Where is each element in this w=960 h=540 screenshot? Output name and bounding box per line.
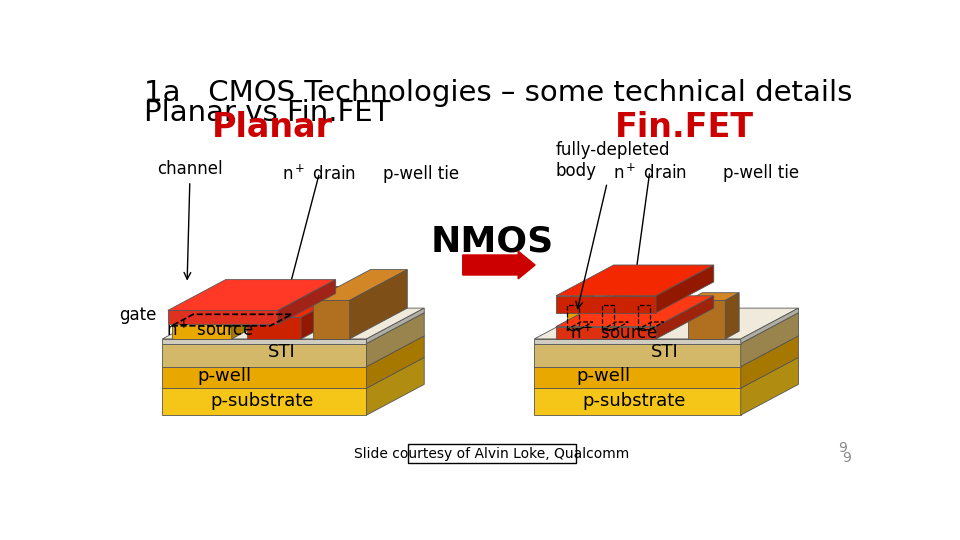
Polygon shape bbox=[656, 265, 713, 313]
Polygon shape bbox=[535, 388, 741, 415]
Polygon shape bbox=[688, 293, 739, 300]
Text: NMOS: NMOS bbox=[430, 225, 554, 259]
Polygon shape bbox=[247, 287, 359, 318]
Text: p-substrate: p-substrate bbox=[583, 392, 686, 409]
Text: n$^+$ source: n$^+$ source bbox=[166, 320, 253, 339]
Polygon shape bbox=[741, 308, 799, 343]
Text: gate: gate bbox=[119, 306, 156, 324]
Polygon shape bbox=[614, 291, 628, 339]
Polygon shape bbox=[349, 269, 407, 339]
Polygon shape bbox=[656, 296, 713, 339]
Polygon shape bbox=[688, 300, 726, 339]
Polygon shape bbox=[162, 339, 367, 343]
Text: Slide courtesy of Alvin Loke, Qualcomm: Slide courtesy of Alvin Loke, Qualcomm bbox=[354, 447, 630, 461]
Text: p-well: p-well bbox=[577, 367, 631, 385]
Polygon shape bbox=[650, 291, 663, 339]
Polygon shape bbox=[162, 367, 367, 388]
Text: Planar vs Fin.FET: Planar vs Fin.FET bbox=[144, 99, 391, 127]
FancyBboxPatch shape bbox=[408, 444, 576, 463]
FancyArrow shape bbox=[463, 251, 535, 279]
Polygon shape bbox=[168, 310, 278, 325]
Polygon shape bbox=[566, 291, 593, 299]
Text: p-well: p-well bbox=[197, 367, 252, 385]
Polygon shape bbox=[535, 313, 799, 343]
Text: Planar: Planar bbox=[212, 111, 333, 144]
Polygon shape bbox=[313, 269, 407, 300]
Polygon shape bbox=[602, 291, 628, 299]
Text: n$^+$ source: n$^+$ source bbox=[570, 323, 658, 342]
Polygon shape bbox=[637, 299, 650, 339]
Polygon shape bbox=[556, 296, 713, 327]
Polygon shape bbox=[602, 299, 614, 339]
Polygon shape bbox=[535, 367, 741, 388]
Text: STI: STI bbox=[652, 343, 679, 361]
Polygon shape bbox=[162, 313, 424, 343]
Polygon shape bbox=[162, 308, 424, 339]
Polygon shape bbox=[162, 336, 424, 367]
Text: Fin.FET: Fin.FET bbox=[615, 111, 754, 144]
Polygon shape bbox=[535, 343, 741, 367]
Polygon shape bbox=[247, 318, 301, 339]
Polygon shape bbox=[556, 327, 656, 339]
Polygon shape bbox=[741, 313, 799, 367]
Polygon shape bbox=[367, 308, 424, 343]
Polygon shape bbox=[231, 281, 290, 339]
Polygon shape bbox=[535, 339, 741, 343]
Polygon shape bbox=[535, 336, 799, 367]
Polygon shape bbox=[566, 299, 579, 339]
Polygon shape bbox=[172, 312, 231, 339]
Polygon shape bbox=[726, 293, 739, 339]
Text: n$^+$ drain: n$^+$ drain bbox=[282, 165, 356, 184]
Polygon shape bbox=[301, 287, 359, 339]
Polygon shape bbox=[741, 357, 799, 415]
Text: channel: channel bbox=[157, 160, 223, 279]
Polygon shape bbox=[278, 280, 336, 325]
Polygon shape bbox=[579, 291, 593, 339]
Text: p-substrate: p-substrate bbox=[211, 392, 314, 409]
Text: p-well tie: p-well tie bbox=[383, 165, 459, 183]
Polygon shape bbox=[367, 313, 424, 367]
Text: 9: 9 bbox=[842, 450, 851, 464]
Polygon shape bbox=[535, 308, 799, 339]
Polygon shape bbox=[535, 357, 799, 388]
Text: p-well tie: p-well tie bbox=[723, 164, 799, 181]
Text: fully-depleted
body: fully-depleted body bbox=[555, 141, 670, 308]
Polygon shape bbox=[741, 336, 799, 388]
Polygon shape bbox=[162, 357, 424, 388]
Polygon shape bbox=[556, 296, 656, 313]
Text: 9: 9 bbox=[838, 441, 847, 455]
Polygon shape bbox=[313, 300, 349, 339]
Polygon shape bbox=[367, 357, 424, 415]
Polygon shape bbox=[168, 280, 336, 310]
Polygon shape bbox=[172, 281, 290, 312]
Polygon shape bbox=[637, 291, 663, 299]
Text: n$^+$ drain: n$^+$ drain bbox=[612, 163, 687, 183]
Text: 1a   CMOS Technologies – some technical details: 1a CMOS Technologies – some technical de… bbox=[144, 79, 852, 107]
Polygon shape bbox=[162, 343, 367, 367]
Polygon shape bbox=[556, 265, 713, 296]
Polygon shape bbox=[162, 388, 367, 415]
Text: STI: STI bbox=[268, 343, 296, 361]
Polygon shape bbox=[367, 336, 424, 388]
